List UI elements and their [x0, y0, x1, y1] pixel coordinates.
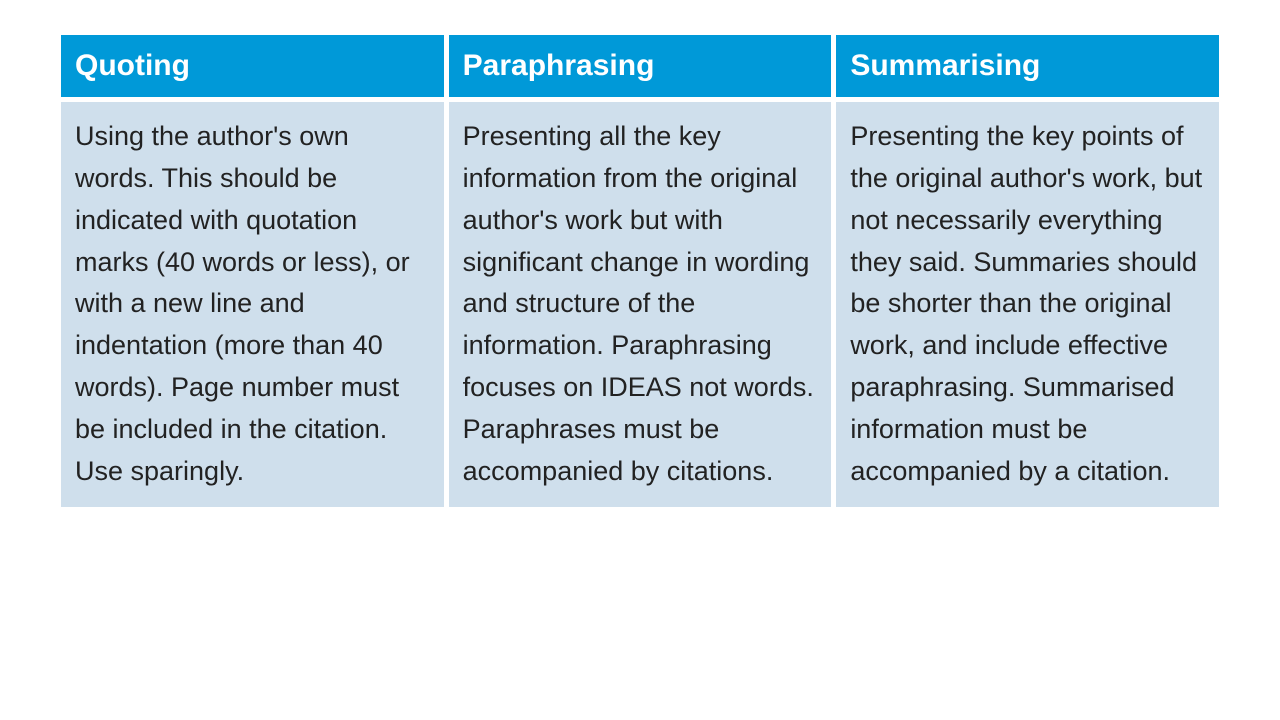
- table-cell-quoting: Using the author's own words. This shoul…: [61, 102, 444, 507]
- table-row: Using the author's own words. This shoul…: [61, 102, 1219, 507]
- table-header-paraphrasing: Paraphrasing: [449, 35, 832, 97]
- table-header-row: Quoting Paraphrasing Summarising: [61, 35, 1219, 97]
- comparison-table: Quoting Paraphrasing Summarising Using t…: [56, 30, 1224, 512]
- table-header-summarising: Summarising: [836, 35, 1219, 97]
- table-cell-paraphrasing: Presenting all the key information from …: [449, 102, 832, 507]
- table-cell-summarising: Presenting the key points of the origina…: [836, 102, 1219, 507]
- table-header-quoting: Quoting: [61, 35, 444, 97]
